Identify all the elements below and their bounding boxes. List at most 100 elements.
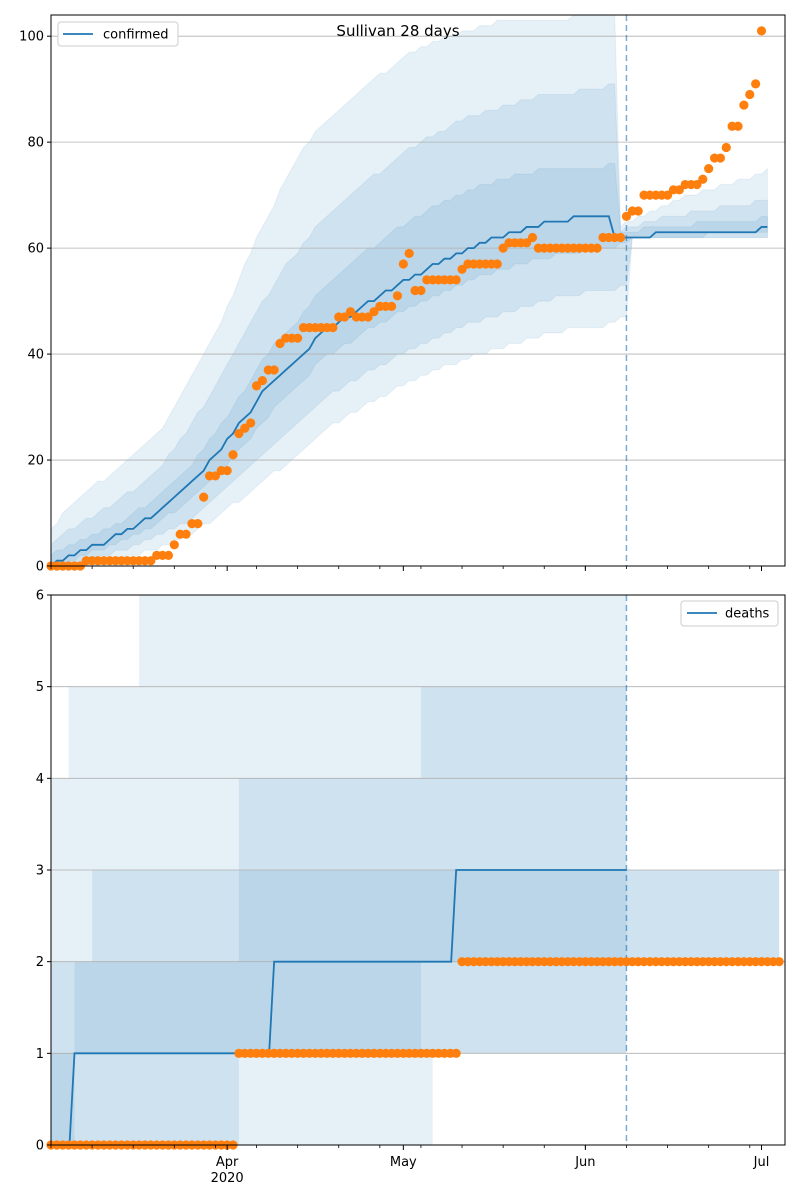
y-tick-label: 0	[36, 560, 44, 575]
observed-point	[733, 121, 743, 131]
y-tick-label: 1	[36, 1047, 44, 1062]
observed-point	[257, 375, 267, 386]
y-tick-label: 0	[36, 1139, 44, 1154]
confidence-band-80pct	[50, 83, 768, 567]
observed-point	[169, 540, 179, 550]
observed-point	[146, 556, 156, 566]
observed-point	[210, 471, 221, 481]
observed-point	[756, 26, 767, 36]
y-tick-label: 60	[27, 242, 44, 257]
observed-point	[228, 450, 238, 460]
observed-point	[222, 466, 232, 476]
confidence-band-50pct	[51, 1053, 75, 1145]
chart-title: Sullivan 28 days	[336, 22, 459, 40]
observed-point	[345, 307, 356, 317]
deaths-y-axis: 0 1 2 3 4 5 6	[36, 589, 51, 1154]
observed-point	[751, 79, 761, 89]
y-tick-label: 20	[27, 454, 44, 469]
observed-point	[592, 243, 602, 253]
confirmed-panel: 0 20 40 60 80 100 Sullivan 28 days confirmed	[19, 14, 786, 575]
y-tick-label: 40	[27, 348, 44, 363]
confidence-band-50pct	[579, 870, 627, 962]
observed-point	[193, 519, 203, 529]
y-tick-label: 6	[36, 589, 44, 604]
observed-point	[293, 333, 303, 343]
observed-point	[451, 1048, 461, 1058]
confidence-band-95pct	[68, 686, 140, 1145]
observed-point	[416, 285, 426, 296]
y-tick-label: 100	[19, 30, 44, 45]
observed-point	[328, 322, 338, 333]
observed-point	[246, 418, 256, 428]
y-tick-label: 2	[36, 955, 44, 970]
confirmed-model-line	[50, 215, 768, 567]
observed-point	[181, 529, 191, 539]
confirmed-observed-points	[46, 26, 767, 571]
deaths-model-line	[51, 869, 627, 1146]
legend-label-confirmed: confirmed	[103, 28, 169, 43]
x-tick-label: Jul	[753, 1155, 770, 1170]
confidence-band-95pct	[432, 595, 627, 1054]
confidence-band-50pct	[50, 162, 768, 567]
confidence-band-50pct	[74, 961, 239, 1054]
confidence-band-80pct	[626, 870, 780, 962]
deaths-legend: deaths	[680, 600, 779, 627]
legend-box	[57, 21, 179, 47]
observed-point	[392, 291, 403, 301]
x-tick-label: Jun	[574, 1155, 595, 1170]
x-tick-sublabel: 2020	[211, 1171, 244, 1186]
observed-point	[692, 179, 702, 190]
y-tick-label: 5	[36, 680, 44, 695]
observed-point	[621, 211, 632, 221]
y-tick-label: 4	[36, 772, 44, 787]
observed-point	[715, 153, 726, 163]
confidence-band-95pct	[626, 870, 780, 962]
observed-point	[698, 174, 708, 184]
observed-point	[615, 232, 626, 243]
confirmed-x-axis	[50, 566, 763, 571]
confidence-band-95pct	[50, 14, 768, 567]
x-tick-label: May	[390, 1155, 417, 1170]
observed-point	[369, 307, 379, 317]
observed-point	[269, 365, 279, 375]
observed-point	[662, 190, 673, 200]
observed-point	[674, 185, 684, 195]
observed-point	[704, 164, 714, 174]
observed-point	[527, 232, 538, 243]
observed-point	[240, 423, 250, 433]
observed-point	[451, 275, 461, 285]
observed-point	[275, 338, 285, 349]
confidence-band-80pct	[92, 870, 239, 1145]
observed-point	[404, 248, 414, 259]
confirmed-legend: confirmed	[57, 21, 179, 47]
observed-point	[739, 100, 749, 110]
observed-point	[633, 206, 643, 216]
observed-point	[498, 243, 508, 253]
observed-point	[457, 264, 467, 274]
confirmed-axes-frame	[50, 14, 786, 567]
observed-point	[386, 301, 397, 311]
confirmed-confidence-bands	[50, 14, 768, 567]
observed-point	[363, 312, 373, 322]
observed-point	[522, 238, 532, 248]
observed-point	[745, 89, 755, 100]
y-tick-label: 80	[27, 136, 44, 151]
x-tick-label: Apr	[216, 1155, 239, 1170]
observed-point	[721, 142, 731, 153]
observed-point	[492, 259, 502, 269]
observed-point	[340, 312, 350, 322]
observed-point	[199, 492, 209, 502]
confidence-band-80pct	[238, 778, 421, 1054]
observed-point	[163, 550, 174, 561]
y-tick-label: 3	[36, 864, 44, 879]
confidence-band-50pct	[420, 870, 580, 962]
observed-point	[234, 428, 244, 439]
legend-label-deaths: deaths	[725, 607, 770, 622]
confirmed-y-axis: 0 20 40 60 80 100	[19, 30, 51, 575]
observed-point	[774, 957, 784, 967]
legend-box	[680, 600, 779, 627]
